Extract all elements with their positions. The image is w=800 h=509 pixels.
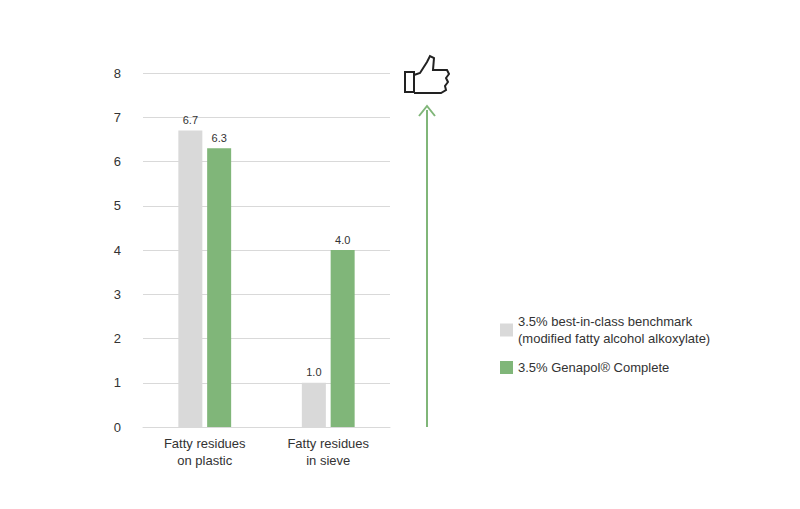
svg-text:5: 5 (114, 198, 121, 213)
svg-text:6.3: 6.3 (212, 132, 227, 144)
svg-text:4: 4 (114, 243, 121, 258)
svg-text:(modified fatty alcohol alkoxy: (modified fatty alcohol alkoxylate) (518, 331, 710, 346)
svg-text:0: 0 (114, 420, 121, 435)
svg-text:6.7: 6.7 (183, 114, 198, 126)
svg-text:Fatty residues: Fatty residues (287, 436, 369, 451)
svg-text:3.5% best-in-class benchmark: 3.5% best-in-class benchmark (518, 314, 693, 329)
svg-text:in sieve: in sieve (306, 453, 350, 468)
svg-text:Fatty residues: Fatty residues (164, 436, 246, 451)
svg-text:8: 8 (114, 66, 121, 81)
svg-text:1: 1 (114, 375, 121, 390)
svg-text:7: 7 (114, 110, 121, 125)
svg-text:4.0: 4.0 (335, 234, 350, 246)
svg-text:3.5% Genapol® Complete: 3.5% Genapol® Complete (518, 360, 669, 375)
svg-text:3: 3 (114, 287, 121, 302)
svg-text:on plastic: on plastic (177, 453, 232, 468)
svg-text:1.0: 1.0 (306, 366, 321, 378)
svg-text:6: 6 (114, 154, 121, 169)
svg-text:2: 2 (114, 331, 121, 346)
